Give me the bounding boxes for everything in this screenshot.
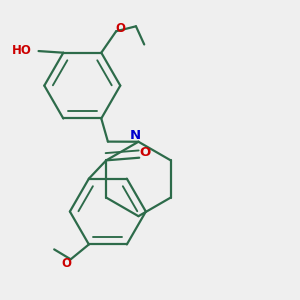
Text: N: N: [130, 129, 141, 142]
Text: O: O: [116, 22, 125, 35]
Text: O: O: [62, 257, 72, 270]
Text: O: O: [140, 146, 151, 159]
Text: HO: HO: [11, 44, 31, 57]
